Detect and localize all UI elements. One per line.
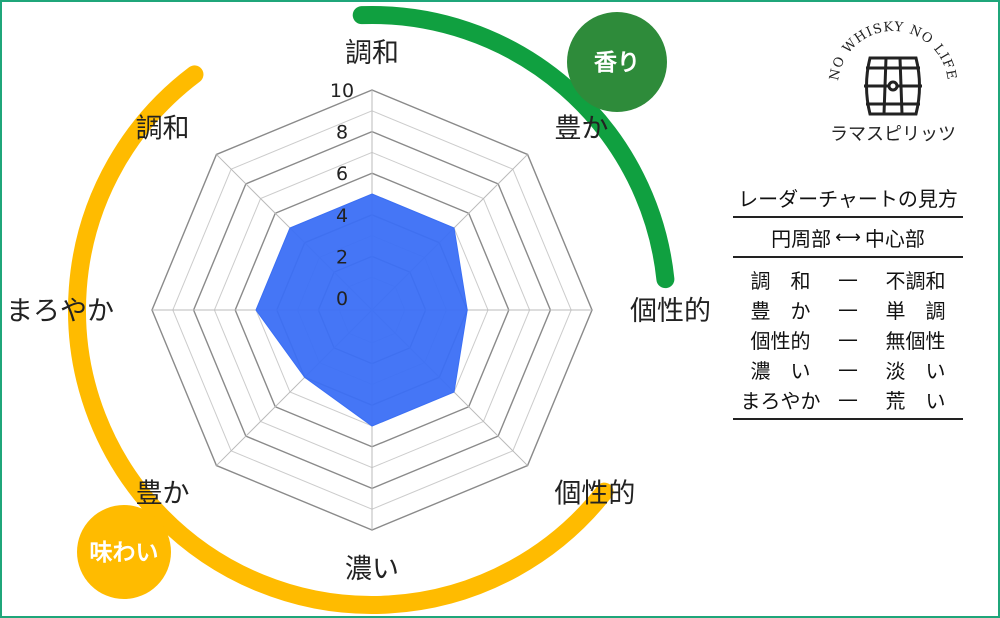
guide-row: まろやか — 荒 い	[733, 384, 963, 414]
axis-label: 濃い	[345, 554, 399, 585]
aroma-badge-label: 香り	[594, 50, 640, 76]
tick-label: 8	[336, 122, 348, 144]
tick-label: 4	[336, 205, 348, 227]
axis-label: 調和	[345, 38, 399, 69]
aroma-badge-circle	[567, 12, 667, 112]
guide-row-right: 不調和	[885, 268, 946, 293]
axis-label: 個性的	[554, 478, 635, 509]
barrel-icon	[864, 56, 922, 116]
guide-header: 円周部 ⟷ 中心部	[733, 218, 963, 258]
guide-row-dash: —	[838, 357, 858, 381]
radar-series	[255, 193, 468, 427]
guide-row: 豊 か — 単 調	[733, 294, 963, 324]
guide-row-dash: —	[838, 327, 858, 351]
guide-row-right: 荒 い	[885, 388, 946, 413]
taste-badge-circle	[77, 505, 171, 599]
guide-row-left: 調 和	[750, 268, 811, 293]
taste-badge: 味わい	[77, 505, 171, 599]
guide-row-left: 個性的	[750, 328, 811, 353]
tick-label: 10	[330, 80, 354, 102]
radar-guide: レーダーチャートの見方 円周部 ⟷ 中心部 調 和 — 不調和 豊 か — 単 …	[733, 182, 963, 420]
guide-row-right: 無個性	[885, 328, 946, 353]
taste-badge-label: 味わい	[90, 540, 159, 566]
guide-title: レーダーチャートの見方	[733, 182, 963, 218]
logo-arc-text: NO WHISKY NO LIFE	[827, 20, 959, 82]
series-area	[255, 193, 468, 427]
guide-row-right: 単 調	[885, 298, 946, 323]
guide-row-left: 豊 か	[750, 298, 811, 323]
guide-row: 調 和 — 不調和	[733, 264, 963, 294]
guide-row: 濃 い — 淡 い	[733, 354, 963, 384]
guide-row-left: まろやか	[740, 388, 821, 413]
guide-row-right: 淡 い	[885, 358, 946, 383]
tick-label: 0	[336, 288, 348, 310]
logo: NO WHISKY NO LIFE ラマスピリッツ	[827, 20, 959, 145]
group-arcs	[68, 6, 675, 614]
double-arrow-icon: ⟷	[835, 226, 861, 248]
tick-label: 2	[336, 246, 348, 268]
guide-rows: 調 和 — 不調和 豊 か — 単 調 個性的 — 無個性 濃 い — 淡 い …	[733, 258, 963, 420]
guide-header-right: 中心部	[864, 226, 925, 251]
guide-row-dash: —	[838, 297, 858, 321]
guide-row-dash: —	[838, 387, 858, 411]
axis-label: 豊か	[554, 114, 608, 145]
guide-row-left: 濃 い	[750, 358, 811, 383]
axis-label: 調和	[136, 114, 190, 145]
axis-label: 豊か	[136, 478, 190, 509]
guide-header-left: 円周部	[771, 226, 832, 251]
radar-tick-labels: 0 2 4 6 8 10	[330, 80, 354, 310]
tick-label: 6	[336, 163, 348, 185]
guide-row-dash: —	[838, 267, 858, 291]
taste-arc	[68, 65, 614, 614]
axis-label: まろやか	[6, 296, 114, 327]
axis-label: 個性的	[630, 296, 711, 327]
guide-row: 個性的 — 無個性	[733, 324, 963, 354]
logo-name: ラマスピリッツ	[830, 124, 956, 145]
aroma-arc	[352, 6, 675, 289]
aroma-badge: 香り	[567, 12, 667, 112]
